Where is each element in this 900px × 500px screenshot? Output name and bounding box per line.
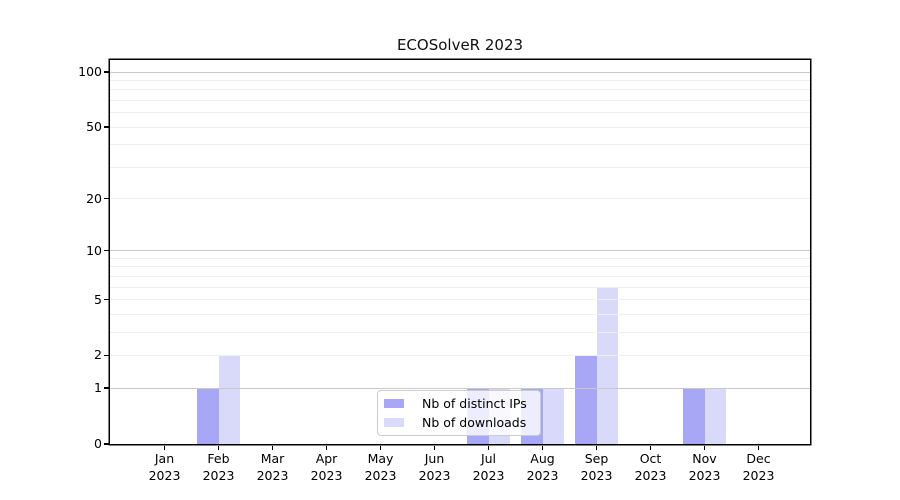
x-tick-label: Sep 2023	[580, 451, 613, 483]
x-tick-label: Mar 2023	[256, 451, 289, 483]
gridline-minor	[110, 126, 810, 128]
bar-downloads	[542, 388, 564, 444]
legend-label: Nb of distinct IPs	[422, 396, 527, 412]
y-tick-mark	[104, 249, 109, 252]
legend-item: Nb of distinct IPs	[384, 396, 534, 411]
y-tick-label: 10	[86, 242, 102, 258]
x-tick-mark	[541, 445, 544, 450]
x-tick-label: Jan 2023	[148, 451, 181, 483]
x-tick-label: Jun 2023	[418, 451, 451, 483]
gridline-minor	[110, 166, 810, 168]
x-tick-label: Nov 2023	[688, 451, 721, 483]
legend: Nb of distinct IPs Nb of downloads	[377, 390, 541, 436]
bar-distinct-ips	[683, 388, 705, 444]
gridline-major	[110, 387, 810, 389]
y-tick-label: 0	[94, 436, 102, 451]
x-tick-mark	[595, 445, 598, 450]
x-tick-mark	[379, 445, 382, 450]
y-tick-mark	[104, 387, 109, 389]
y-tick-mark	[104, 126, 109, 128]
x-tick-label: Dec 2023	[742, 451, 775, 483]
legend-swatch-distinct-ips	[384, 399, 404, 409]
y-tick-mark	[104, 197, 109, 200]
x-tick-label: Feb 2023	[202, 451, 235, 483]
gridline-minor	[110, 99, 810, 101]
gridline-minor	[110, 354, 810, 356]
gridline-minor	[110, 286, 810, 288]
gridline-minor	[110, 198, 810, 200]
gridline-minor	[110, 257, 810, 259]
gridline-minor	[110, 144, 810, 146]
y-tick-label: 20	[86, 190, 102, 206]
gridline-minor	[110, 112, 810, 114]
x-tick-mark	[163, 445, 166, 450]
x-tick-label: Jul 2023	[472, 451, 505, 483]
x-tick-mark	[703, 445, 706, 450]
y-tick-label: 1	[94, 380, 102, 396]
x-tick-mark	[325, 445, 328, 450]
gridline-minor	[110, 313, 810, 315]
chart-title: ECOSolveR 2023	[396, 36, 524, 54]
bar-distinct-ips	[197, 388, 219, 444]
y-tick-mark	[104, 354, 109, 357]
x-tick-mark	[217, 445, 220, 450]
y-tick-mark	[104, 71, 109, 73]
x-tick-mark	[757, 445, 760, 450]
y-tick-label: 50	[86, 119, 102, 135]
y-tick-mark	[104, 298, 109, 301]
gridline-minor	[110, 79, 810, 81]
y-tick-mark	[104, 443, 109, 445]
y-tick-label: 2	[94, 347, 102, 363]
x-tick-label: May 2023	[364, 451, 397, 483]
x-tick-mark	[649, 445, 652, 450]
x-tick-mark	[487, 445, 490, 450]
y-tick-label: 100	[78, 64, 102, 79]
bar-distinct-ips	[575, 355, 597, 444]
bar-downloads	[218, 355, 240, 444]
bar-downloads	[596, 287, 618, 444]
x-tick-label: Apr 2023	[310, 451, 343, 483]
gridline-minor	[110, 275, 810, 277]
y-tick-label: 5	[94, 291, 102, 307]
gridline-minor	[110, 89, 810, 91]
gridline-minor	[110, 331, 810, 333]
gridline-minor	[110, 299, 810, 301]
x-tick-mark	[433, 445, 436, 450]
plot-area	[110, 60, 810, 444]
legend-swatch-downloads	[384, 417, 404, 427]
x-tick-label: Aug 2023	[526, 451, 559, 483]
x-tick-mark	[271, 445, 274, 450]
bar-downloads	[704, 388, 726, 444]
gridline-major	[110, 250, 810, 252]
gridline-major	[110, 71, 810, 73]
x-tick-label: Oct 2023	[634, 451, 667, 483]
legend-label: Nb of downloads	[422, 414, 527, 430]
legend-item: Nb of downloads	[384, 415, 534, 430]
gridline-minor	[110, 266, 810, 268]
